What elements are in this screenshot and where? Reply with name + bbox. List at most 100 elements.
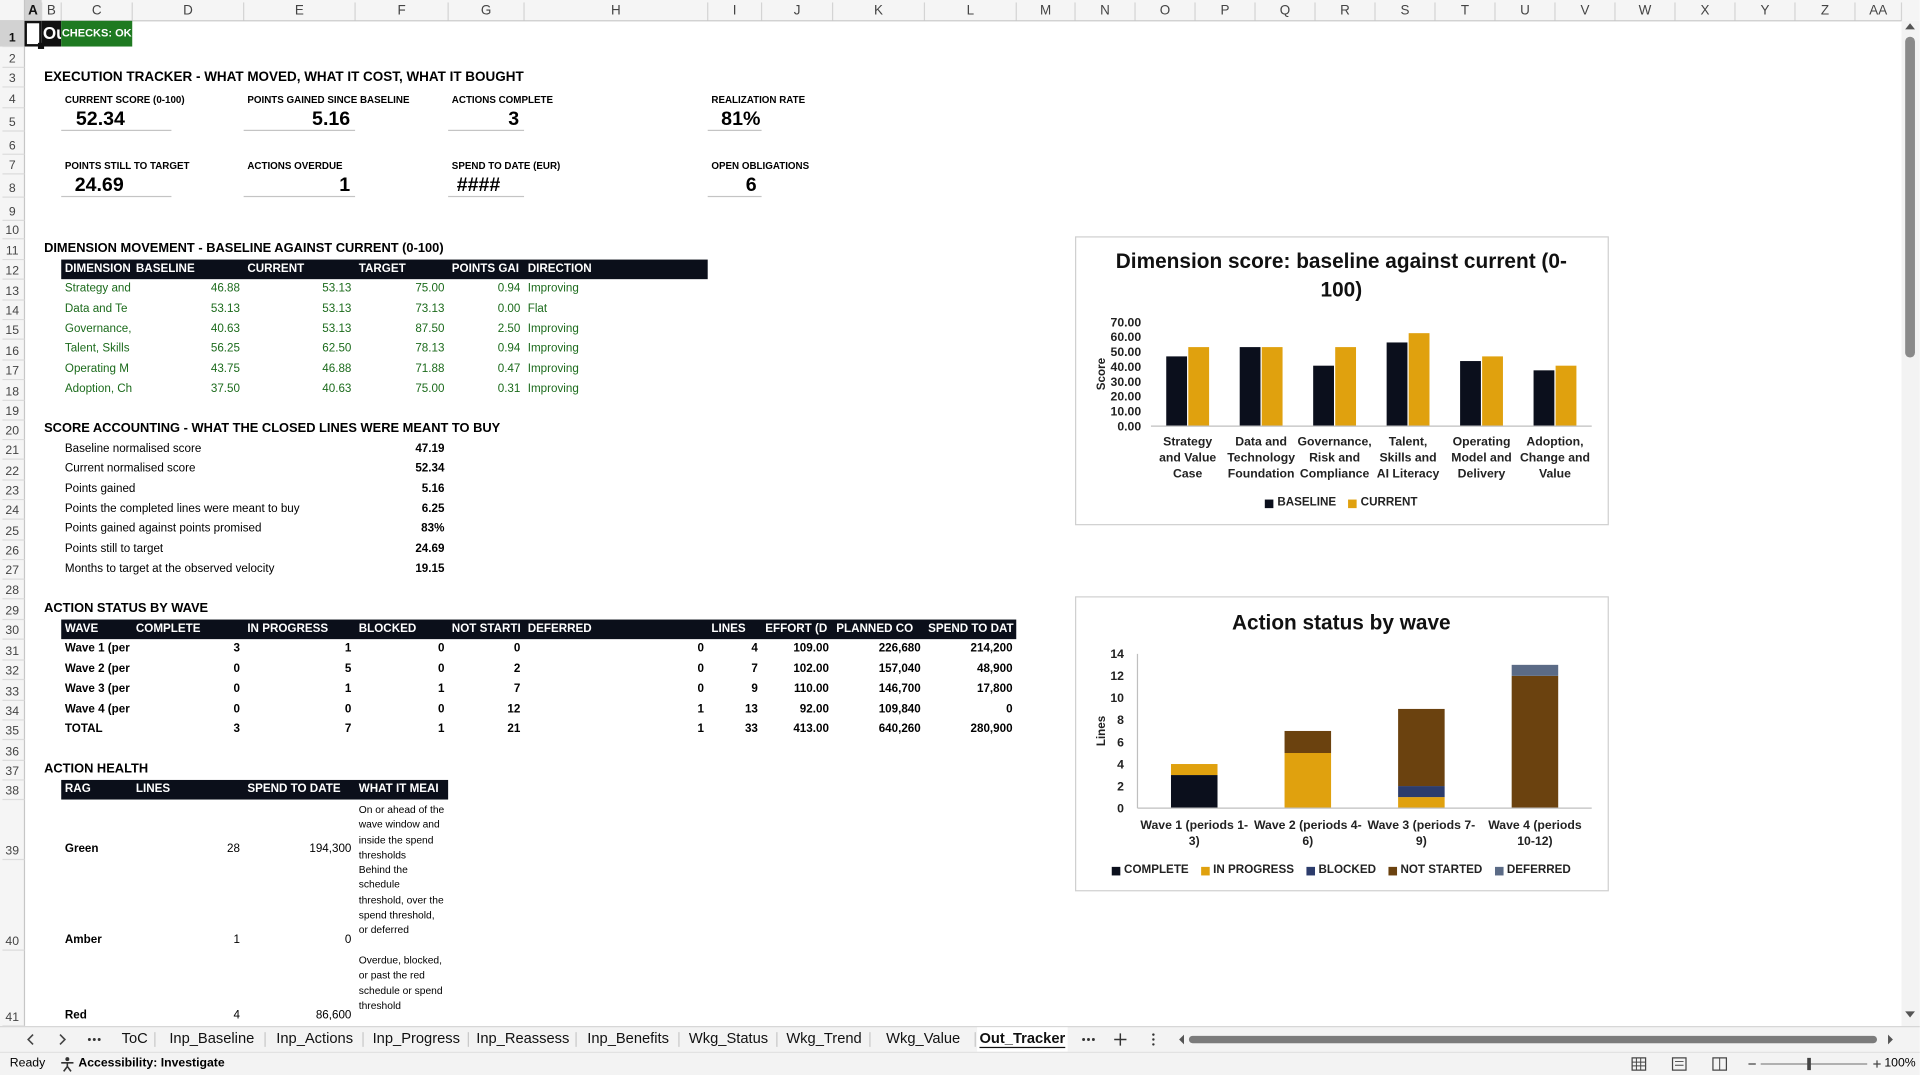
table-cell: 146,700	[878, 682, 921, 696]
row-header: 3	[9, 71, 16, 85]
meaning-text: On or ahead of the wave window and insid…	[358, 803, 445, 860]
column-header: AA	[1869, 3, 1887, 18]
table-cell: 0.94	[497, 341, 521, 356]
table-cell: 1	[344, 641, 352, 656]
tab-separator	[154, 1032, 156, 1047]
table-cell: 40.63	[210, 321, 240, 336]
kpi-value: 52.34	[75, 108, 125, 130]
table-cell: 3	[233, 641, 240, 656]
table-cell: Improving	[527, 321, 579, 336]
column-header: C	[92, 3, 102, 18]
table-cell: 0	[344, 702, 352, 717]
table-cell: 43.75	[210, 362, 240, 376]
table-cell: Improving	[527, 281, 579, 296]
table-cell: 0.47	[497, 362, 521, 376]
table-cell: Wave 2 (per	[64, 662, 130, 676]
sheet-tab[interactable]: ToC	[121, 1030, 148, 1048]
sheet-tab[interactable]: Inp_Actions	[276, 1030, 354, 1048]
sheet-tab[interactable]: Inp_Baseline	[169, 1030, 255, 1048]
zoom-level[interactable]: 100%	[1884, 1056, 1916, 1071]
kpi-label: ACTIONS COMPLETE	[451, 94, 554, 106]
kpi-value: 3	[508, 108, 520, 130]
table-cell: 21	[507, 722, 521, 736]
tab-nav[interactable]	[0, 1027, 122, 1051]
sheet-tab[interactable]: Out_Tracker	[977, 1027, 1068, 1052]
table-cell: 53.13	[322, 281, 352, 296]
table-header: IN PROGRESS	[247, 621, 329, 636]
bar-segment	[1284, 753, 1332, 809]
status-accessibility[interactable]: Accessibility: Investigate	[78, 1056, 225, 1071]
table-cell: 13	[744, 702, 758, 717]
sheet-tab[interactable]: Wkg_Trend	[786, 1030, 862, 1048]
x-tick-label: Wave 2 (periods 4-6)	[1253, 819, 1362, 849]
table-cell: Adoption, Ch	[64, 382, 133, 396]
row-header: 15	[5, 323, 19, 337]
column-header-bar	[0, 0, 1920, 21]
table-header: TARGET	[358, 261, 406, 276]
accounting-label: Baseline normalised score	[64, 441, 202, 456]
sheet-tab[interactable]: Inp_Progress	[372, 1030, 460, 1048]
kpi-underline	[243, 195, 356, 198]
y-tick-label: 0	[1117, 801, 1124, 815]
table-cell: 28	[227, 841, 240, 856]
table-header: DEFERRED	[527, 621, 592, 636]
y-tick-label: 4	[1117, 757, 1124, 771]
column-header: E	[295, 3, 304, 18]
table-cell: Red	[64, 1008, 87, 1022]
x-tick-label: Talent, Skills and AI Literacy	[1376, 435, 1440, 482]
row-header: 2	[9, 51, 16, 65]
kpi-underline	[707, 195, 762, 198]
kpi-underline	[243, 129, 356, 132]
legend-swatch	[1348, 498, 1357, 508]
row-header: 26	[5, 544, 19, 558]
sheet-tab[interactable]: Wkg_Status	[688, 1030, 769, 1048]
table-cell: 0.31	[497, 382, 521, 396]
column-header: Z	[1821, 3, 1829, 18]
sheet-tab[interactable]: Inp_Benefits	[587, 1030, 669, 1048]
accounting-label: Current normalised score	[64, 461, 196, 476]
kpi-value: 6	[745, 174, 757, 196]
table-cell: 1	[344, 682, 352, 696]
column-header: H	[611, 3, 621, 18]
status-bar: Ready Accessibility: Investigate 100%	[0, 1051, 1920, 1076]
bar	[1386, 342, 1408, 427]
view-controls[interactable]	[1622, 1053, 1891, 1075]
bar-segment	[1398, 708, 1445, 787]
section-title: ACTION STATUS BY WAVE	[44, 600, 209, 616]
column-header: D	[183, 3, 193, 18]
accounting-value: 24.69	[415, 542, 445, 556]
tab-separator	[776, 1032, 778, 1047]
row-header: 8	[9, 181, 16, 195]
legend: BASELINE CURRENT	[1075, 495, 1608, 512]
table-cell: Wave 1 (per	[64, 641, 130, 656]
row-header: 10	[5, 223, 19, 237]
y-tick-label: 12	[1110, 669, 1124, 683]
table-cell: Operating M	[64, 362, 129, 376]
table-cell: Wave 4 (per	[64, 702, 130, 717]
column-header: N	[1100, 3, 1110, 18]
row-header: 11	[6, 244, 19, 258]
meaning-text: Overdue, blocked, or past the red schedu…	[358, 953, 443, 1012]
y-tick-label: 60.00	[1111, 330, 1142, 344]
table-cell: 280,900	[970, 722, 1013, 736]
legend-item: NOT STARTED	[1388, 863, 1482, 877]
table-cell: 109.00	[793, 641, 829, 656]
x-tick-label: Adoption, Change and Value	[1519, 435, 1591, 482]
sheet-tab[interactable]: Wkg_Value	[886, 1030, 961, 1048]
y-tick-label: 10.00	[1111, 405, 1142, 419]
horizontal-scrollbar[interactable]	[1169, 1027, 1904, 1051]
row-header: 23	[5, 484, 19, 498]
y-tick-label: 14	[1110, 647, 1124, 661]
scroll-thumb[interactable]	[1905, 36, 1915, 358]
table-cell: 413.00	[793, 722, 829, 736]
row-header: 4	[9, 92, 16, 106]
tab-actions[interactable]	[1073, 1027, 1183, 1051]
y-tick-label: 10	[1110, 691, 1124, 705]
sheet-tab[interactable]: Inp_Reassess	[476, 1030, 570, 1048]
table-cell: 9	[751, 682, 758, 696]
row-header: 30	[5, 623, 19, 637]
column-header: O	[1160, 3, 1170, 18]
selected-row-header	[0, 20, 25, 47]
section-title: ACTION HEALTH	[44, 761, 149, 777]
